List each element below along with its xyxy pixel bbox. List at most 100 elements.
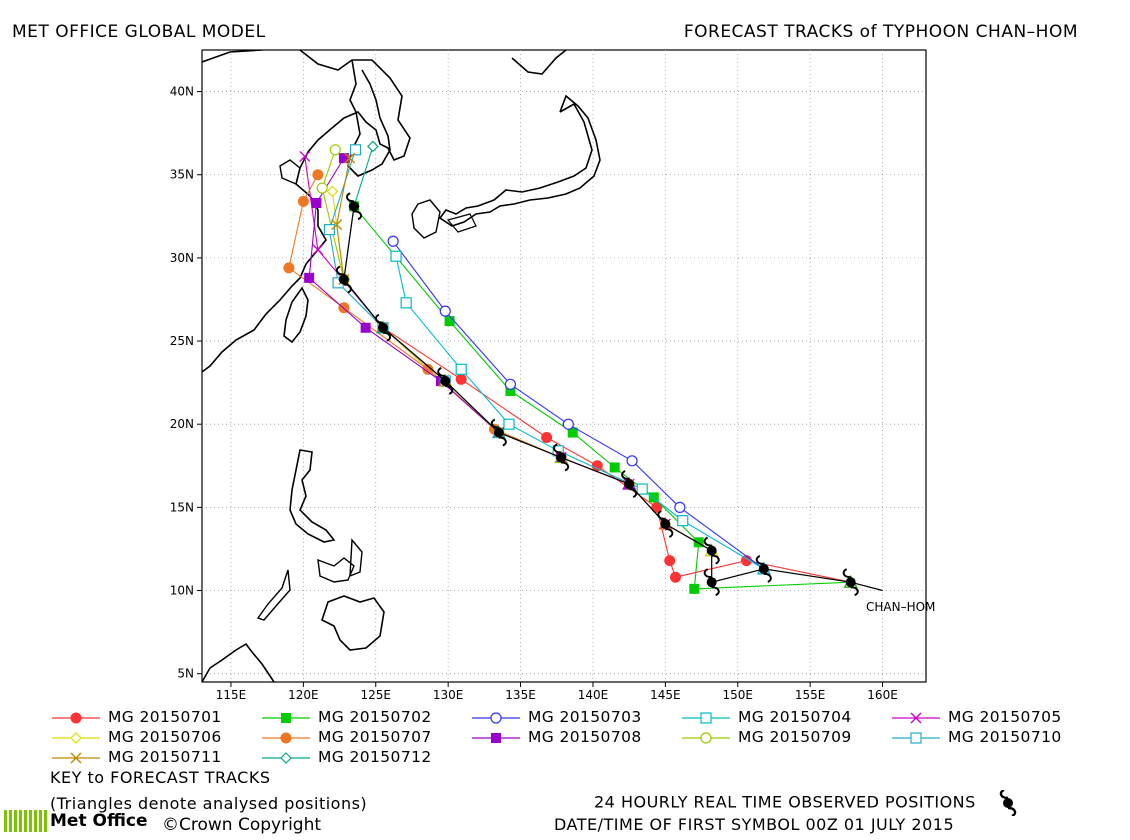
met-office-logo-text: Met Office [50, 811, 148, 831]
key-note: (Triangles denote analysed positions) [50, 794, 368, 813]
map-axes: 115E 120E 125E 130E 135E 140E 145E 150E 155E 160E… [170, 85, 898, 700]
track-point [312, 169, 324, 181]
coast-borneo [202, 642, 275, 682]
observed-positions [335, 192, 883, 597]
y-tick-label: 5N [177, 667, 194, 681]
x-tick-label: 150E [723, 688, 754, 700]
legend-item: MG 20150707 [260, 728, 432, 746]
header-right-title: FORECAST TRACKS of TYPHOON CHAN–HOM [683, 22, 1078, 42]
x-tick-label: 115E [216, 688, 247, 700]
track-point [304, 272, 315, 283]
legend-swatch-icon [52, 712, 100, 723]
track-point [674, 501, 686, 513]
typhoon-symbol-icon [335, 265, 352, 294]
coast-shandong [279, 159, 301, 185]
legend-label: MG 20150710 [948, 728, 1062, 746]
y-tick-label: 40N [170, 85, 194, 99]
legend-swatch-icon [472, 711, 520, 724]
track-point [648, 492, 659, 503]
coast-kyushu [411, 199, 441, 239]
legend-label: MG 20150707 [318, 728, 432, 746]
track-point [299, 150, 311, 162]
legend-item: MG 20150703 [470, 708, 642, 726]
header-left-title: MET OFFICE GLOBAL MODEL [12, 22, 266, 42]
track-point [664, 555, 676, 567]
legend-label: MG 20150712 [318, 748, 432, 766]
typhoon-symbol-icon [621, 470, 638, 499]
coast-taiwan [283, 286, 309, 344]
track-point [503, 418, 515, 430]
x-tick-label: 135E [505, 688, 536, 700]
legend-swatch-icon [262, 712, 310, 723]
track-point [283, 262, 295, 274]
track-point [70, 752, 82, 763]
typhoon-symbol-icon [755, 554, 772, 583]
x-tick-label: 120E [288, 688, 319, 700]
legend-label: MG 20150711 [108, 748, 222, 766]
track-point [281, 712, 291, 723]
track-point [349, 144, 362, 156]
typhoon-symbol-icon [703, 536, 720, 565]
track-point [455, 363, 467, 375]
coast-palawan [256, 569, 291, 621]
legend-swatch-icon [262, 751, 310, 764]
track-map: 115E 120E 125E 130E 135E 140E 145E 150E 155E 160E… [170, 49, 935, 700]
legend-item: MG 20150702 [260, 708, 432, 726]
track-point [700, 731, 712, 744]
coast-mindanao [321, 595, 385, 651]
x-tick-label: 145E [650, 688, 681, 700]
y-tick-label: 30N [170, 251, 194, 265]
track-point [505, 385, 516, 396]
track-point [910, 712, 922, 723]
track-point [280, 732, 292, 743]
track-mg-20150704 [390, 250, 771, 575]
legend-label: MG 20150709 [738, 728, 852, 746]
coast-luzon [289, 449, 336, 543]
track-point [562, 418, 574, 430]
track-point [700, 711, 712, 724]
legend-swatch-icon [892, 712, 940, 723]
track-point [312, 244, 324, 256]
track-point [390, 250, 402, 262]
legend-label: MG 20150704 [738, 708, 852, 726]
x-tick-label: 140E [578, 688, 609, 700]
storm-name-label: CHAN–HOM [866, 600, 935, 614]
track-point [677, 515, 689, 527]
track-point [70, 731, 82, 744]
copyright-notice: ©Crown Copyright [162, 815, 322, 835]
legend-swatch-icon [262, 732, 310, 743]
typhoon-symbol-icon [346, 192, 363, 221]
track-point [491, 732, 501, 743]
track-point [693, 537, 704, 548]
typhoon-symbol-icon [374, 313, 392, 342]
legend-item: MG 20150706 [50, 728, 222, 746]
track-point [367, 140, 379, 153]
track-point [387, 235, 399, 247]
typhoon-symbol-icon [842, 568, 859, 597]
track-point [541, 432, 553, 444]
observed-positions-label: 24 HOURLY REAL TIME OBSERVED POSITIONS [594, 788, 1021, 818]
legend-item: MG 20150710 [890, 728, 1062, 746]
met-office-logo-icon [4, 810, 48, 832]
y-tick-label: 35N [170, 168, 194, 182]
legend-swatch-icon [892, 731, 940, 744]
legend-item: MG 20150704 [680, 708, 852, 726]
coast-visayas [317, 538, 363, 583]
track-point [311, 198, 322, 209]
legend-label: MG 20150708 [528, 728, 642, 746]
track-point [567, 427, 578, 438]
legend-label: MG 20150703 [528, 708, 642, 726]
track-point [280, 751, 292, 764]
track-point [609, 462, 620, 473]
track-point [326, 185, 339, 198]
observed-positions-text: 24 HOURLY REAL TIME OBSERVED POSITIONS [594, 792, 976, 812]
track-point [70, 712, 82, 723]
legend-item: MG 20150711 [50, 748, 222, 766]
typhoon-symbol-icon [1000, 788, 1017, 818]
legend-item: MG 20150708 [470, 728, 642, 746]
legend-item: MG 20150705 [890, 708, 1062, 726]
track-point [360, 322, 371, 333]
legend-label: MG 20150706 [108, 728, 222, 746]
track-point [669, 571, 681, 583]
track-point [316, 182, 328, 194]
